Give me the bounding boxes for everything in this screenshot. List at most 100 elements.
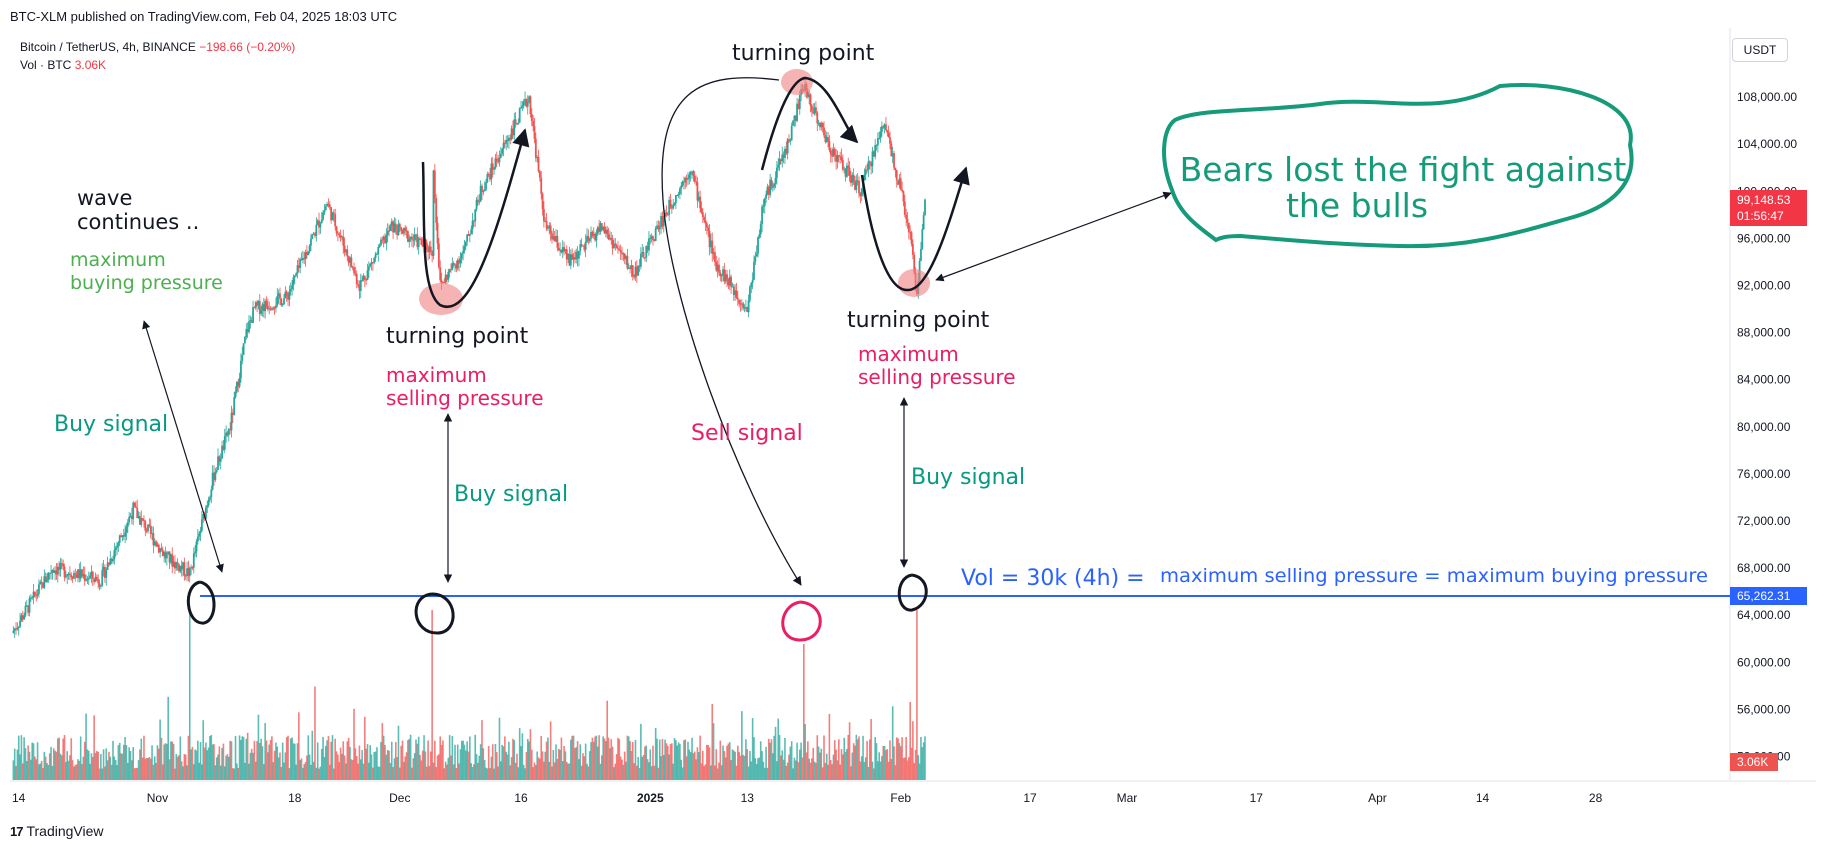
candle-body [906,218,909,223]
candle-body [227,429,230,436]
volume-bar [90,753,93,780]
volume-bar [571,735,573,780]
candle-body [132,502,135,520]
candle-body [774,177,777,184]
symbol-name[interactable]: Bitcoin / TetherUS, 4h, BINANCE [20,40,196,54]
volume-bar [17,735,20,780]
volume-bar [863,761,866,780]
volume-bar [913,763,916,780]
candle-body [649,238,652,240]
candle-body [630,265,633,270]
volume-bar [331,735,334,780]
volume-bar [510,757,513,780]
candle-body [407,231,409,242]
candle-body [660,216,662,228]
volume-bar [306,755,308,780]
volume-bar [781,750,784,780]
candle-body [595,233,598,241]
volume-bar [708,747,711,780]
candle-body [381,239,384,241]
candle-body [334,214,337,227]
volume-bar [770,739,773,780]
candle-body [281,303,284,306]
candle-body [64,576,67,578]
candle-body [439,267,442,281]
candle-body [347,256,350,263]
volume-bar [712,723,715,780]
candle-body [17,626,20,628]
volume-bar [87,750,90,780]
volume-bar [324,745,327,780]
candle-body [501,148,504,154]
candle-body [289,289,292,292]
candle-body [257,301,260,306]
candle-body [385,234,388,244]
volume-bar [407,740,409,780]
volume-bar [804,724,806,780]
time-tick-label: Feb [890,791,911,805]
volume-bar [78,760,81,780]
candle-body [638,265,641,267]
volume-bar [20,735,23,780]
candle-body [466,234,469,242]
volume-bar [875,743,878,780]
candle-body [79,569,82,579]
candle-body [62,563,65,567]
volume-bar [51,765,54,780]
volume-bar [789,746,792,780]
candle-body [518,108,521,123]
candle-body [81,569,83,577]
volume-bar [30,759,32,780]
volume-bar [809,762,812,780]
time-tick-label: 17 [1250,791,1264,805]
volume-bar [377,766,380,780]
volume-bar [552,750,555,780]
candle-body [277,293,280,297]
time-tick-label: Dec [389,791,410,805]
candle-body [688,174,691,179]
volume-bar [793,757,796,780]
volume-bar [337,754,339,780]
candle-body [513,119,516,136]
volume-bar [411,767,413,780]
candle-body [579,244,582,251]
volume-bar [691,737,693,780]
candle-body [346,249,349,257]
candle-body [920,248,922,261]
annotation-bubble [1162,83,1634,249]
volume-bar [680,759,683,780]
candle-body [112,558,114,562]
candle-body [223,436,226,450]
footer-brand[interactable]: 17 TradingView [10,823,104,839]
candle-body [666,214,669,216]
volume-bar [81,764,83,780]
candle-body [90,571,93,576]
currency-button[interactable]: USDT [1732,38,1788,62]
volume-bar [147,757,149,780]
volume-bar [902,757,905,780]
candle-body [331,212,334,221]
candle-body [389,225,392,232]
candle-body [491,163,494,170]
volume-indicator-name[interactable]: Vol · BTC [20,58,72,72]
volume-bar [742,754,745,780]
volume-bar [65,761,67,780]
volume-bar [31,742,33,780]
volume-bar [269,739,272,780]
candle-body [29,597,32,599]
volume-bar [117,745,120,780]
volume-bar [596,746,599,780]
candle-body [816,112,819,124]
volume-bar [506,754,509,780]
candle-body [747,300,750,313]
candle-body [101,570,104,586]
volume-bar [183,754,186,780]
candle-body [762,205,765,207]
candle-body [52,570,55,573]
volume-bar [485,767,487,780]
volume-bar [311,730,314,780]
candle-body [419,238,421,240]
volume-bar [676,745,679,780]
candle-body [569,254,572,266]
